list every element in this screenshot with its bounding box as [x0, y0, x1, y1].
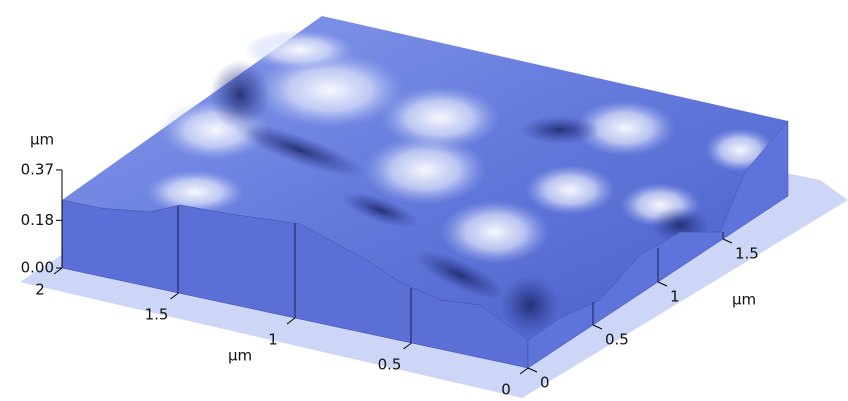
x-tick-label: 0.5 — [378, 356, 402, 374]
y-tick-label: 0 — [540, 374, 550, 392]
y-tick-label: 0.5 — [605, 331, 629, 349]
surface-texture — [145, 30, 775, 335]
x-tick-label: 1.5 — [145, 306, 169, 324]
z-tick-label: 0.37 — [21, 160, 54, 178]
x-tick — [53, 267, 63, 275]
x-tick — [286, 317, 296, 325]
x-tick — [170, 292, 179, 300]
x-tick — [519, 367, 529, 375]
x-tick — [403, 342, 412, 350]
x-tick-label: 2 — [35, 281, 45, 299]
y-tick — [722, 238, 733, 244]
z-axis-unit: µm — [30, 131, 54, 149]
y-tick-label: 1 — [670, 288, 680, 306]
y-tick — [592, 324, 603, 330]
y-tick-label: 1.5 — [735, 245, 759, 263]
y-tick — [527, 367, 538, 373]
wall-dividers — [177, 206, 724, 343]
z-tick-label: 0.00 — [21, 259, 54, 277]
y-axis-unit: µm — [732, 291, 756, 309]
x-axis-unit: µm — [228, 347, 252, 365]
y-tick — [657, 281, 668, 287]
x-tick-label: 1 — [268, 331, 278, 349]
z-tick-label: 0.18 — [21, 211, 54, 229]
x-tick-label: 0 — [501, 381, 511, 399]
